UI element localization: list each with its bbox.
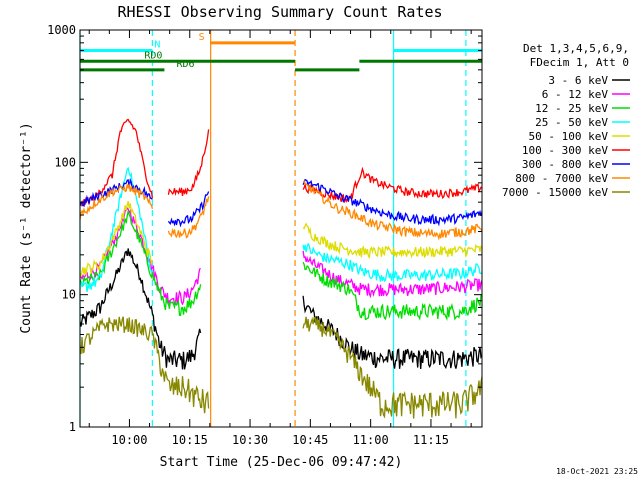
series-line [79,206,202,306]
series-line [302,166,483,203]
state-bar-label: S [199,32,205,43]
legend-entry: 300 - 800 keV [522,158,608,171]
series-line [167,191,210,228]
legend-entry: 7000 - 15000 keV [502,186,608,199]
x-tick-label: 11:00 [353,433,389,447]
x-tick-label: 10:30 [232,433,268,447]
legend-entry: 800 - 7000 keV [515,172,608,185]
vertical-markers [79,30,467,427]
legend-entry: 25 - 50 keV [535,116,608,129]
state-bars: N S RD0 RD6 [80,32,482,72]
x-tick-label: 10:45 [292,433,328,447]
legend-header-line: FDecim 1, Att 0 [530,56,629,69]
series-line [167,129,210,197]
x-tick-label: 10:00 [111,433,147,447]
chart-title: RHESSI Observing Summary Count Rates [117,3,442,21]
x-tick-label: 10:15 [172,433,208,447]
generation-timestamp: 18-Oct-2021 23:25 [556,467,638,476]
series-line [302,261,483,322]
legend-entry: 12 - 25 keV [535,102,608,115]
series-line [79,166,153,292]
series-line [302,295,483,370]
series-line [302,178,483,227]
x-axis-label: Start Time (25-Dec-06 09:47:42) [160,455,403,470]
series-line [79,210,202,317]
legend: Det 1,3,4,5,6,9, FDecim 1, Att 0 3 - 6 k… [502,42,630,199]
series-line [79,248,202,370]
series-line [79,182,154,220]
series-line [167,196,210,239]
series-lines [79,118,483,419]
y-axis-ticks: 1 10 100 1000 [47,23,482,434]
y-axis-label: Count Rate (s⁻¹ detector⁻¹) [19,122,34,333]
series-line [302,242,483,283]
series-line [79,316,210,414]
y-tick-label: 10 [62,288,76,302]
series-line [302,250,483,299]
x-axis-ticks: 10:00 10:15 10:30 10:45 11:00 11:15 [88,30,472,447]
legend-header-line: Det 1,3,4,5,6,9, [523,42,629,55]
legend-entry: 100 - 300 keV [522,144,608,157]
legend-entry: 3 - 6 keV [548,74,608,87]
series-line [302,316,483,419]
series-line [302,179,483,241]
state-bar-label: RD0 [144,50,162,61]
state-bar-label: RD6 [176,59,194,70]
state-bar-label: N [154,39,160,50]
legend-entry: 6 - 12 keV [542,88,609,101]
plot-frame [79,29,483,428]
y-tick-label: 1 [69,420,76,434]
series-line [79,201,154,278]
x-tick-label: 11:15 [413,433,449,447]
y-tick-label: 100 [54,155,76,169]
legend-entry: 50 - 100 keV [529,130,609,143]
y-tick-label: 1000 [47,23,76,37]
series-line [302,222,483,260]
